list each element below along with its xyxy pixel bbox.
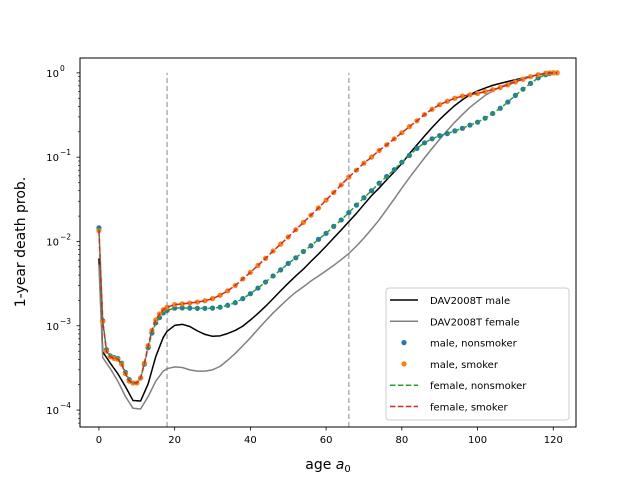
- series-female-nonsmoker: [98, 72, 558, 384]
- y-tick-exponent: −3: [60, 317, 71, 326]
- point: [179, 301, 185, 307]
- plot-frame: [79, 57, 577, 428]
- point: [187, 300, 193, 306]
- series-female-smoker: [98, 72, 558, 384]
- x-tick-label: 60: [320, 435, 333, 446]
- y-tick-label: 10: [46, 69, 59, 80]
- point: [179, 305, 185, 311]
- legend-marker: [401, 361, 407, 367]
- x-tick-label: 80: [395, 435, 408, 446]
- point: [505, 82, 511, 88]
- series-line: [98, 72, 558, 384]
- legend-entry-female-nonsmoker: female, nonsmoker: [390, 381, 527, 392]
- x-tick-label: 40: [244, 435, 257, 446]
- series-line: [98, 72, 554, 410]
- y-tick-exponent: −2: [60, 232, 71, 241]
- x-axis-label-text: age: [305, 457, 331, 473]
- legend-marker: [401, 340, 407, 346]
- series-line: [98, 72, 558, 384]
- legend-entry-male-smoker: male, smoker: [401, 360, 499, 371]
- x-tick-label: 20: [168, 435, 181, 446]
- y-tick-exponent: −1: [60, 148, 71, 157]
- legend-label: female, smoker: [430, 403, 508, 414]
- legend-box: [385, 287, 570, 421]
- legend-entry-female-smoker: female, smoker: [390, 403, 508, 414]
- point: [202, 298, 208, 304]
- point: [467, 92, 473, 98]
- legend-items: DAV2008T male DAV2008T female male, nonsmo…: [390, 296, 527, 414]
- point: [490, 87, 496, 93]
- series-dav2008t-female: [98, 72, 554, 410]
- point: [527, 74, 534, 80]
- x-axis: 0 20 40 60 80 100 120: [96, 427, 563, 446]
- legend-label: male, nonsmoker: [430, 339, 518, 350]
- point: [459, 93, 466, 99]
- point: [497, 84, 503, 91]
- point: [153, 317, 159, 323]
- point: [520, 76, 526, 82]
- x-tick-label: 120: [544, 435, 563, 446]
- legend-label: female, nonsmoker: [430, 381, 527, 392]
- x-axis-label-symbol: a: [336, 457, 345, 473]
- y-axis-label: 1-year death prob.: [13, 177, 29, 308]
- point: [550, 70, 556, 76]
- x-axis-label-subscript: 0: [344, 464, 350, 475]
- y-tick-exponent: 0: [60, 64, 65, 73]
- y-tick-exponent: −4: [60, 401, 71, 410]
- y-tick-label: 10: [46, 406, 59, 417]
- point: [474, 90, 481, 97]
- legend-label: DAV2008T male: [430, 296, 510, 307]
- x-axis-label: age a0: [305, 457, 351, 475]
- legend-entry-dav2008t-female: DAV2008T female: [390, 317, 520, 328]
- legend-entry-dav2008t-male: DAV2008T male: [390, 296, 510, 307]
- x-tick-label: 0: [96, 435, 102, 446]
- y-tick-label: 10: [46, 153, 59, 164]
- legend: DAV2008T male DAV2008T female male, nonsmo…: [385, 287, 570, 421]
- point: [482, 88, 488, 95]
- legend-entry-male-nonsmoker: male, nonsmoker: [401, 339, 518, 350]
- series-layer: [96, 70, 560, 410]
- point: [535, 72, 541, 78]
- x-tick-label: 100: [468, 435, 487, 446]
- legend-label: DAV2008T female: [430, 317, 520, 328]
- point: [194, 299, 200, 305]
- point: [554, 70, 560, 76]
- y-tick-label: 10: [46, 237, 59, 248]
- y-tick-label: 10: [46, 322, 59, 333]
- legend-label: male, smoker: [430, 360, 499, 371]
- point: [172, 302, 178, 308]
